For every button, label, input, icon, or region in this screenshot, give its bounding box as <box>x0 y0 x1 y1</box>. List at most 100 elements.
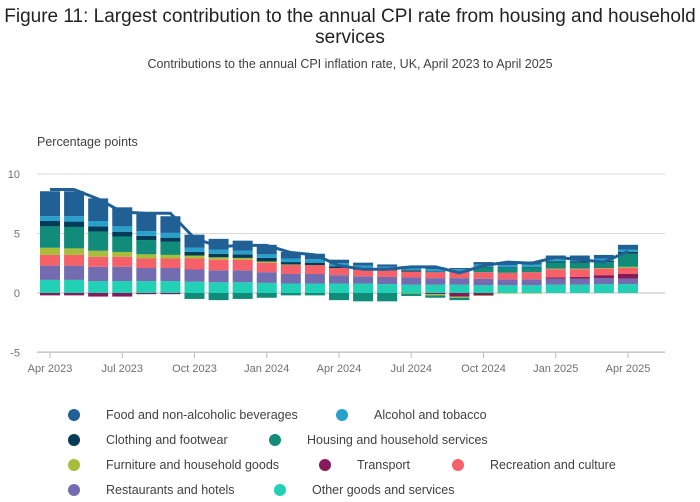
bar-segment <box>256 254 277 258</box>
bar-segment <box>353 265 374 269</box>
bar-segment <box>112 293 133 297</box>
bar-segment <box>497 268 518 273</box>
bar-segment <box>208 270 229 283</box>
bar-segment <box>521 285 542 293</box>
bar-segment <box>569 284 590 293</box>
bar-segment <box>160 281 181 293</box>
bar-segment <box>545 269 566 278</box>
bar-segment <box>329 268 349 276</box>
x-tick-label: Oct 2023 <box>172 363 217 375</box>
bar-segment <box>521 266 542 268</box>
bar-segment <box>377 276 398 285</box>
bar-segment <box>618 253 638 267</box>
bar-segment <box>377 284 398 293</box>
bar-segment <box>377 264 398 267</box>
bar-segment <box>160 237 181 242</box>
bar-segment <box>112 231 133 237</box>
y-tick-label: -5 <box>10 348 20 360</box>
bar-segment <box>425 278 446 285</box>
bar-segment <box>304 265 325 274</box>
bar-segment <box>473 285 494 293</box>
bar-segment <box>184 269 205 282</box>
bar-segment <box>64 221 85 227</box>
bar-segment <box>401 277 422 285</box>
bar-segment <box>304 283 325 293</box>
bar-segment <box>521 267 542 273</box>
bar-segment <box>232 270 253 283</box>
bar-segment <box>208 249 229 254</box>
bar-segment <box>449 272 470 279</box>
bar-segment <box>449 278 470 285</box>
bar-segment <box>256 261 277 263</box>
bar-segment <box>280 251 301 259</box>
bar-segment <box>88 226 109 232</box>
bar-segment <box>280 265 301 274</box>
bar-segment <box>208 253 229 258</box>
bar-segment <box>136 213 157 232</box>
bar-segment <box>569 262 590 269</box>
bar-segment <box>64 293 85 296</box>
bar-segment <box>497 285 518 293</box>
x-tick-label: Apr 2024 <box>317 363 362 375</box>
bar-segment <box>425 284 446 293</box>
x-tick-label: Jan 2025 <box>533 363 578 375</box>
bar-segment <box>112 207 133 227</box>
bar-segment <box>160 293 181 295</box>
bar-segment <box>160 232 181 238</box>
bar-segment <box>64 226 85 249</box>
bar-segment <box>280 273 301 284</box>
bar-segment <box>593 262 614 269</box>
bar-segment <box>304 293 325 296</box>
bar-segment <box>425 294 446 296</box>
bar-segment <box>425 295 446 298</box>
bar-segment <box>112 256 133 267</box>
bar-segment <box>593 275 614 279</box>
bar-segment <box>569 276 590 279</box>
bar-segment <box>40 216 60 222</box>
bar-segment <box>88 198 109 222</box>
bar-segment <box>449 297 470 301</box>
bar-segment <box>112 226 133 232</box>
bar-segment <box>353 262 374 266</box>
chart-title: Figure 11: Largest contribution to the a… <box>4 6 696 48</box>
bar-segment <box>618 284 638 293</box>
bar-segment <box>40 247 60 255</box>
bar-segment <box>473 293 494 296</box>
bar-segment <box>497 272 518 280</box>
bar-segment <box>425 271 446 273</box>
bar-segment <box>377 270 398 277</box>
bar-segment <box>618 244 638 250</box>
bar-segment <box>184 269 205 270</box>
bar-segment <box>88 256 109 267</box>
bar-segment <box>545 262 566 269</box>
bar-segment <box>473 295 494 296</box>
bar-segment <box>593 258 614 261</box>
bar-segment <box>256 262 277 273</box>
x-tick-label: Apr 2023 <box>28 363 73 375</box>
bar-segment <box>184 258 205 270</box>
bar-stack <box>136 213 157 295</box>
bar-segment <box>208 293 229 301</box>
bar-stack <box>280 251 301 296</box>
bar-segment <box>160 258 181 269</box>
x-tick-label: Jul 2023 <box>101 363 143 375</box>
bar-segment <box>593 268 614 269</box>
bar-segment <box>569 255 590 260</box>
bar-stack <box>304 253 325 296</box>
bar-segment <box>329 275 349 284</box>
bar-segment <box>304 262 325 266</box>
bar-segment <box>40 221 60 227</box>
bar-segment <box>208 282 229 293</box>
bar-stack <box>401 266 422 296</box>
bar-segment <box>280 293 301 296</box>
bar-segment <box>136 240 157 255</box>
bar-segment <box>208 259 229 271</box>
bar-segment <box>40 293 60 296</box>
bar-segment <box>593 278 614 285</box>
bar-segment <box>618 273 638 279</box>
bar-segment <box>353 283 374 293</box>
y-axis-label: Percentage points <box>37 135 138 149</box>
bar-segment <box>401 268 422 271</box>
bar-segment <box>40 226 60 248</box>
